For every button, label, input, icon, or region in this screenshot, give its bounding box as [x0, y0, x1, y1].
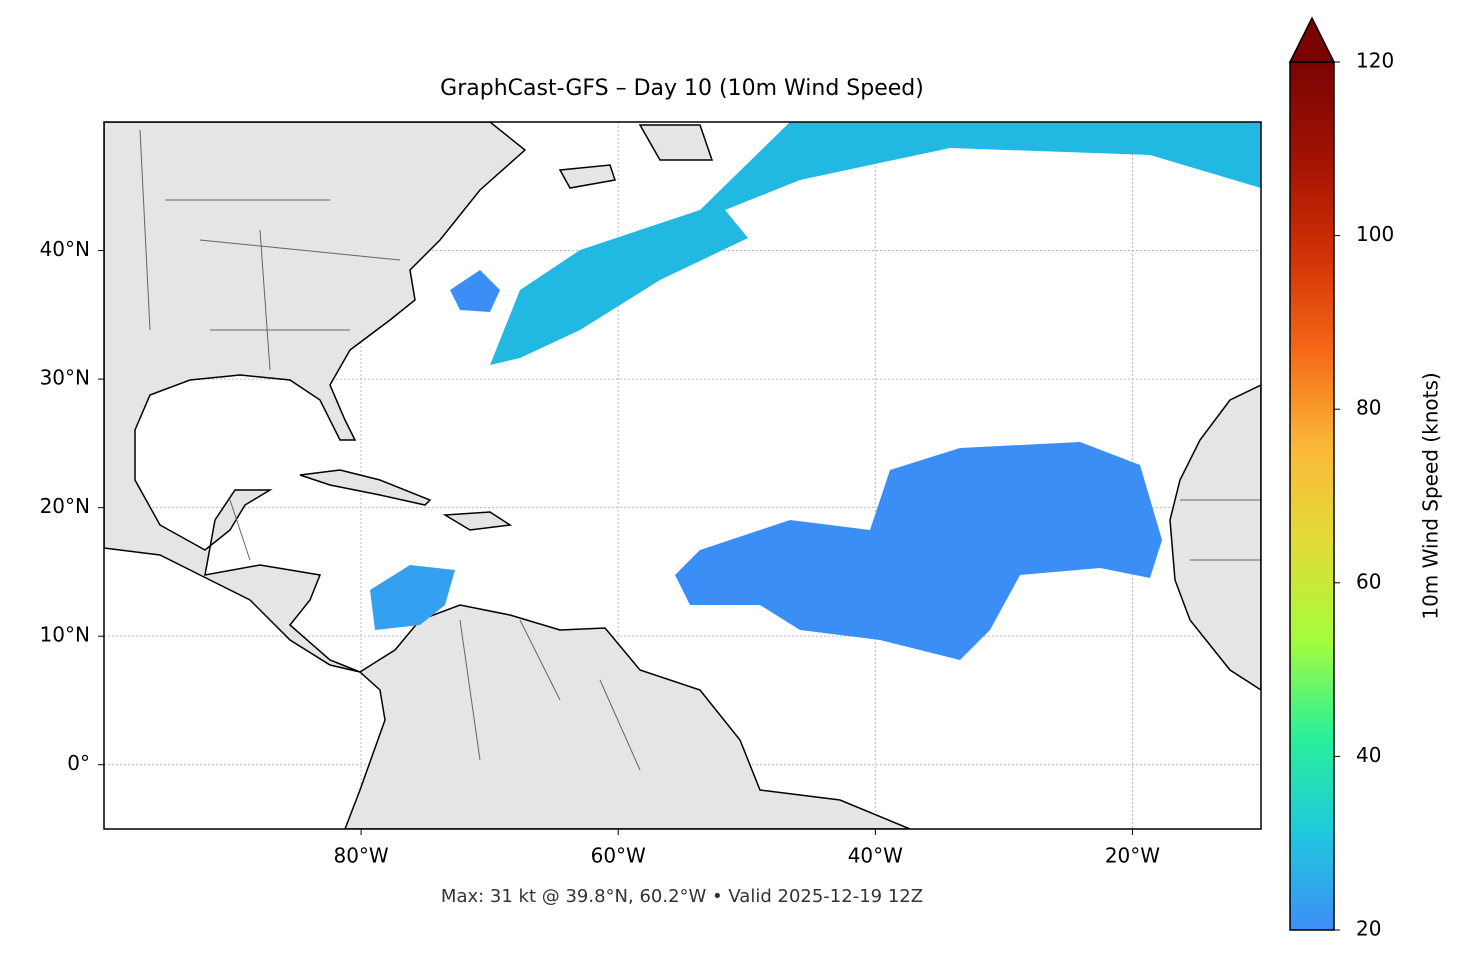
colorbar-tick-label: 120 [1356, 49, 1394, 73]
colorbar-tick-label: 100 [1356, 222, 1394, 246]
wind-field-north [490, 122, 1261, 365]
y-tick-label: 20°N [40, 494, 90, 518]
colorbar-tick-label: 80 [1356, 396, 1381, 420]
x-tick-label: 80°W [333, 844, 388, 868]
x-tick-label: 40°W [848, 844, 903, 868]
africa [1169, 384, 1261, 691]
wind-field-bermuda [450, 270, 500, 312]
footer-note: Max: 31 kt @ 39.8°N, 60.2°W • Valid 2025… [441, 886, 923, 907]
colorbar-tick-label: 60 [1356, 569, 1381, 593]
colorbar-extend [1288, 16, 1336, 63]
state-borders [139, 129, 1261, 771]
wind-field-caribbean [370, 565, 455, 630]
wind-field-central [675, 442, 1162, 660]
colorbar-tick-label: 40 [1356, 743, 1381, 767]
nova-scotia [558, 164, 616, 189]
colorbar [1289, 61, 1335, 931]
y-tick-label: 40°N [40, 237, 90, 261]
y-tick-label: 0° [67, 751, 90, 775]
south-america [344, 604, 911, 829]
north-america [104, 122, 527, 673]
newfoundland [638, 124, 714, 161]
map-layer [104, 122, 1261, 829]
y-tick-label: 10°N [40, 623, 90, 647]
x-tick-label: 60°W [591, 844, 646, 868]
x-tick-label: 20°W [1105, 844, 1160, 868]
cuba [299, 469, 432, 506]
hispaniola [442, 511, 513, 531]
chart-title: GraphCast-GFS – Day 10 (10m Wind Speed) [440, 76, 924, 101]
colorbar-label: 10m Wind Speed (knots) [1419, 372, 1443, 619]
colorbar-tick-label: 20 [1356, 917, 1381, 941]
map-frame [103, 121, 1262, 830]
y-tick-label: 30°N [40, 366, 90, 390]
